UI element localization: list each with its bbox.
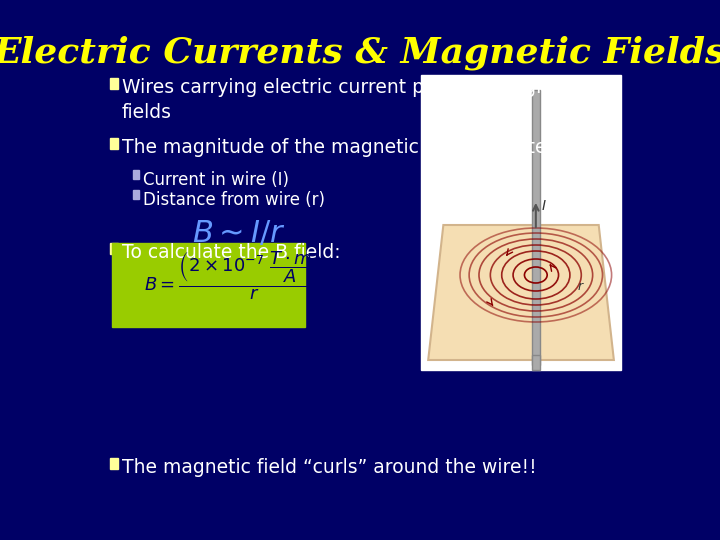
Text: The magnitude of the magnetic field is related to:: The magnitude of the magnetic field is r…	[122, 138, 590, 157]
FancyBboxPatch shape	[110, 458, 118, 469]
FancyBboxPatch shape	[532, 355, 539, 370]
FancyBboxPatch shape	[132, 170, 140, 179]
Text: To calculate the B field:: To calculate the B field:	[122, 243, 341, 262]
Text: The magnetic field “curls” around the wire!!: The magnetic field “curls” around the wi…	[122, 458, 537, 477]
FancyBboxPatch shape	[532, 90, 539, 365]
Polygon shape	[428, 225, 614, 360]
Text: Current in wire (I): Current in wire (I)	[143, 171, 289, 189]
Text: Distance from wire (r): Distance from wire (r)	[143, 191, 325, 209]
FancyBboxPatch shape	[110, 138, 118, 149]
Text: $B = \dfrac{\left(2 \times 10^{-7}\ \dfrac{T \cdot m}{A}\right) I}{r}$: $B = \dfrac{\left(2 \times 10^{-7}\ \dfr…	[144, 250, 330, 302]
Text: I: I	[542, 199, 546, 213]
FancyBboxPatch shape	[420, 75, 621, 370]
Text: r: r	[577, 280, 582, 293]
Text: Electric Currents & Magnetic Fields: Electric Currents & Magnetic Fields	[0, 35, 720, 70]
Text: Wires carrying electric current produce magnetic
fields: Wires carrying electric current produce …	[122, 78, 582, 122]
FancyBboxPatch shape	[112, 243, 305, 327]
Text: $B \sim I/r$: $B \sim I/r$	[192, 218, 286, 249]
FancyBboxPatch shape	[110, 243, 118, 254]
FancyBboxPatch shape	[132, 190, 140, 199]
FancyBboxPatch shape	[110, 78, 118, 89]
